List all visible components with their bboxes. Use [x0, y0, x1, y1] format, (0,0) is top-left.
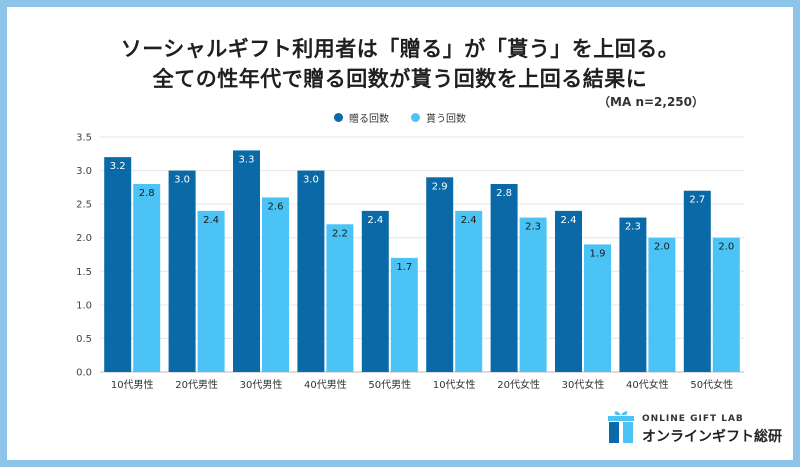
- bar-receive: [455, 210, 483, 372]
- data-label-give: 2.4: [367, 215, 383, 226]
- grid-lines: [100, 136, 744, 373]
- legend-label-receive: 貰う回数: [426, 114, 466, 125]
- y-tick-label: 0.5: [76, 334, 92, 345]
- gift-box-icon: [608, 411, 634, 443]
- bar-give: [297, 170, 325, 372]
- y-tick-label: 3.0: [76, 166, 92, 177]
- bar-give: [683, 190, 711, 372]
- data-label-receive: 1.7: [396, 262, 412, 273]
- bar-receive: [197, 210, 225, 372]
- legend-label-give: 贈る回数: [349, 114, 389, 125]
- x-category-label: 30代男性: [240, 378, 283, 391]
- bar-give: [426, 177, 454, 372]
- x-category-label: 40代男性: [304, 378, 347, 391]
- data-label-give: 3.0: [303, 175, 319, 186]
- chart-title-line-2: 全ての性年代で贈る回数が貰う回数を上回る結果に: [152, 67, 648, 91]
- bar-give: [233, 150, 260, 372]
- chart-title-line-1: ソーシャルギフト利用者は「贈る」が「貰う」を上回る。: [120, 37, 680, 61]
- data-label-give: 3.2: [110, 161, 126, 172]
- x-category-label: 10代女性: [433, 378, 476, 391]
- bar-receive: [390, 257, 418, 372]
- data-label-receive: 2.8: [139, 188, 155, 199]
- data-label-receive: 2.4: [461, 215, 477, 226]
- data-label-give: 3.0: [174, 175, 190, 186]
- y-tick-label: 0.0: [76, 368, 92, 379]
- data-label-receive: 2.4: [203, 215, 219, 226]
- bar-receive: [133, 184, 161, 372]
- x-category-label: 50代男性: [368, 378, 411, 391]
- data-label-give: 2.7: [689, 195, 705, 206]
- logo-text-japanese: オンラインギフト総研: [642, 429, 782, 445]
- bar-receive: [326, 224, 354, 372]
- x-category-label: 30代女性: [562, 378, 605, 391]
- bar-give: [361, 210, 389, 372]
- y-tick-label: 1.0: [76, 300, 92, 311]
- legend-item-receive: 貰う回数: [411, 110, 466, 125]
- x-category-label: 10代男性: [111, 378, 154, 391]
- bar-receive: [262, 197, 289, 372]
- bar-give: [104, 157, 132, 372]
- data-label-give: 2.4: [561, 215, 577, 226]
- y-tick-label: 2.0: [76, 233, 92, 244]
- data-label-receive: 2.0: [654, 242, 670, 253]
- x-category-label: 40代女性: [626, 378, 669, 391]
- legend-item-give: 贈る回数: [334, 110, 389, 125]
- bar-give: [490, 184, 518, 372]
- x-category-label: 50代女性: [690, 378, 733, 391]
- chart-legend: 贈る回数 貰う回数: [0, 110, 800, 125]
- online-gift-lab-logo: ONLINE GIFT LAB オンラインギフト総研: [606, 408, 786, 448]
- bar-give: [619, 217, 647, 372]
- data-labels: 3.2 2.8 3.0 2.4 3.3 2.6 3.0 2.2 2.4 1.7 2.9 2.4 2.8 2…: [110, 154, 735, 272]
- x-category-label: 20代女性: [497, 378, 540, 391]
- data-label-give: 2.3: [625, 222, 641, 233]
- bar-receive: [648, 237, 676, 372]
- x-axis-labels: 10代男性 20代男性 30代男性 40代男性 50代男性 10代女性 20代女性 30代女性…: [111, 378, 733, 391]
- data-label-give: 2.8: [496, 188, 512, 199]
- logo-text-english: ONLINE GIFT LAB: [642, 414, 744, 424]
- bar-receive: [519, 217, 547, 372]
- bar-give: [555, 210, 582, 372]
- data-label-give: 3.3: [239, 154, 255, 165]
- data-label-receive: 2.2: [332, 228, 348, 239]
- data-label-receive: 2.0: [718, 242, 734, 253]
- y-tick-label: 1.5: [76, 267, 92, 278]
- bar-receive: [712, 237, 740, 372]
- data-label-give: 2.9: [432, 181, 448, 192]
- x-category-label: 20代男性: [175, 378, 218, 391]
- data-label-receive: 2.3: [525, 222, 541, 233]
- y-tick-label: 3.5: [76, 133, 92, 144]
- legend-swatch-give: [334, 113, 343, 122]
- data-label-receive: 2.6: [268, 201, 284, 212]
- y-axis-labels: 0.0 0.5 1.0 1.5 2.0 2.5 3.0 3.5: [76, 133, 92, 379]
- bar-give: [168, 170, 196, 372]
- bars: [104, 150, 740, 372]
- bar-receive: [584, 244, 611, 372]
- legend-swatch-receive: [411, 113, 420, 122]
- sample-size-note: （MA n=2,250）: [598, 95, 704, 109]
- data-label-receive: 1.9: [590, 248, 606, 259]
- y-tick-label: 2.5: [76, 200, 92, 211]
